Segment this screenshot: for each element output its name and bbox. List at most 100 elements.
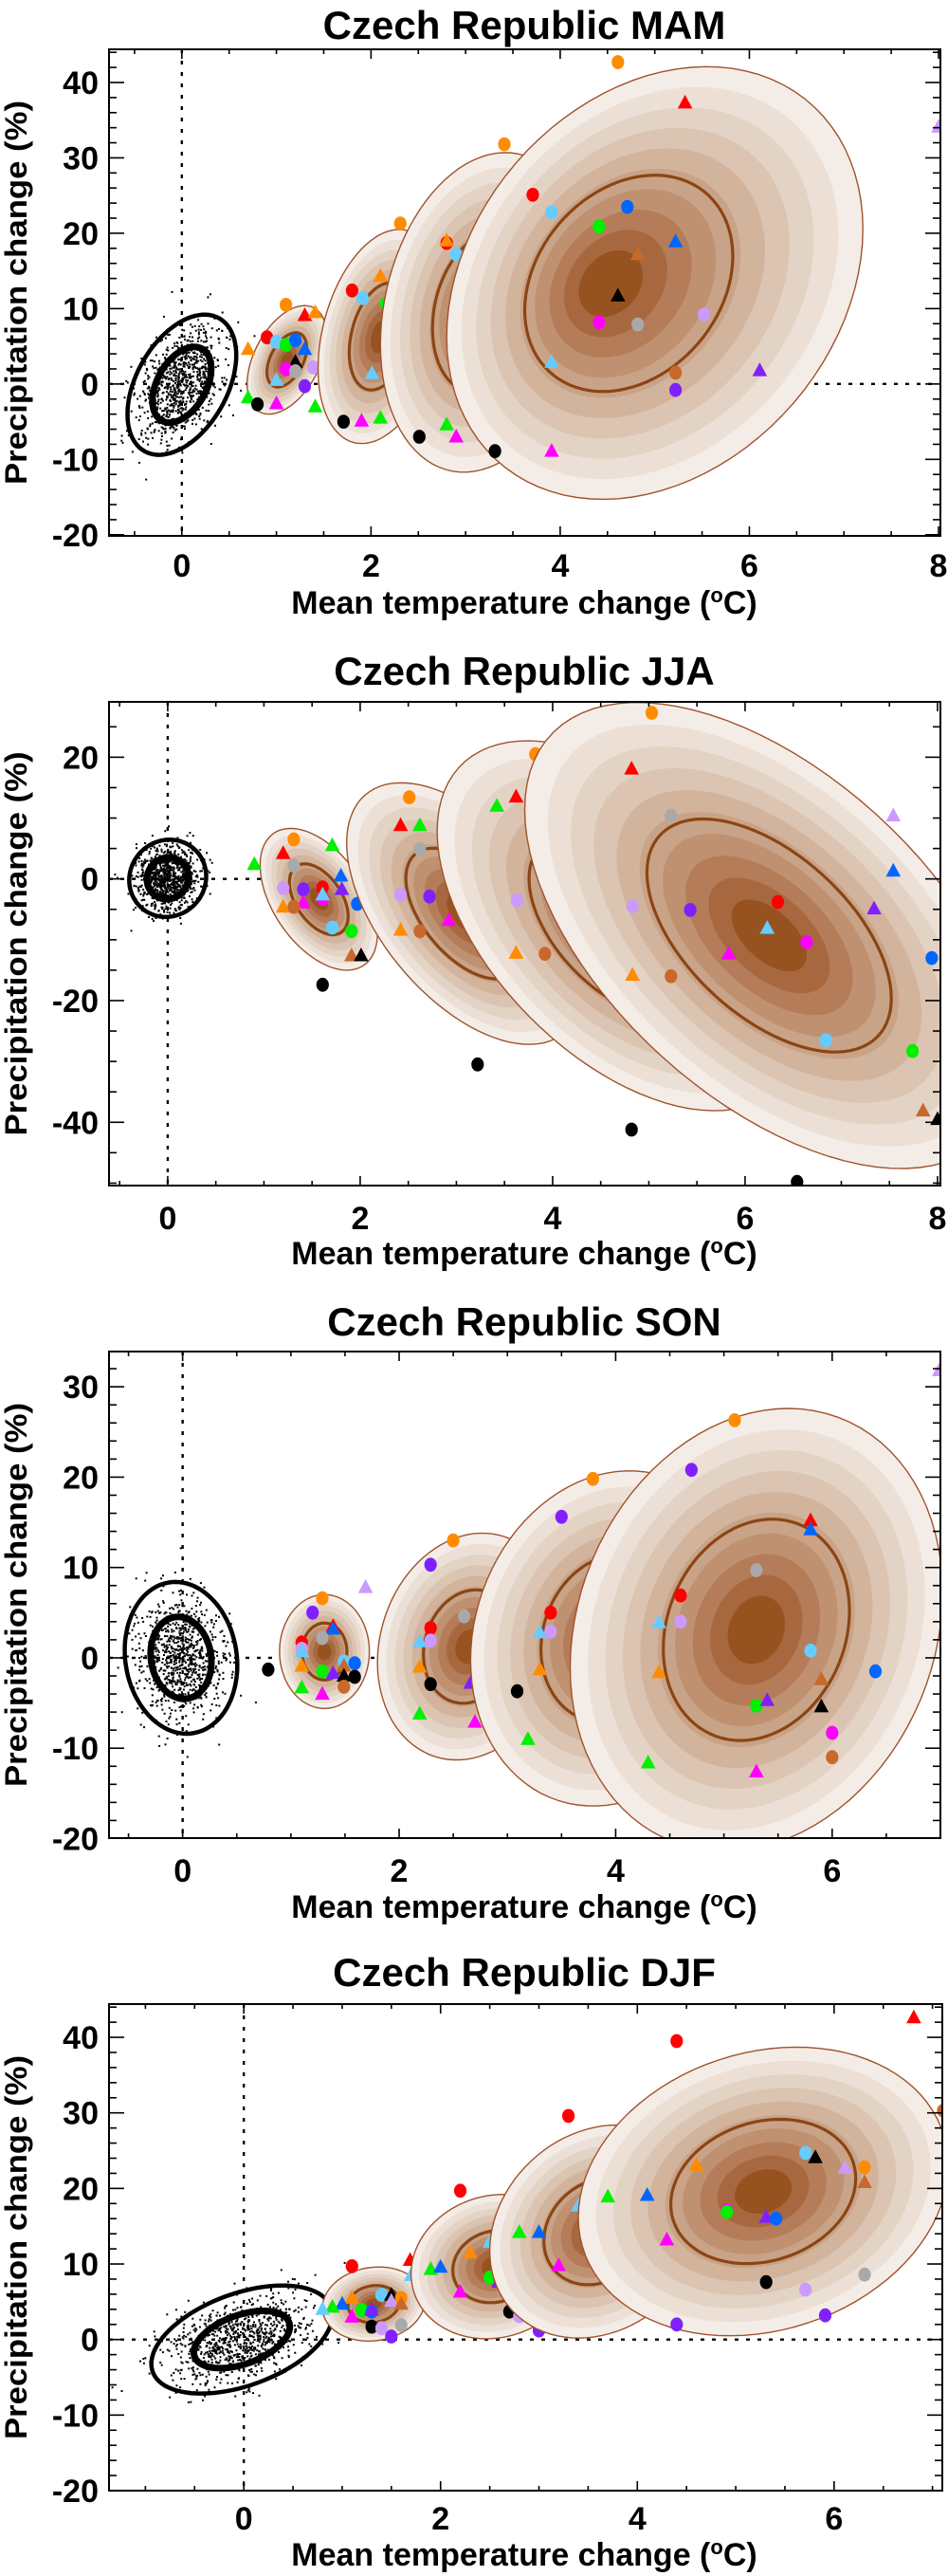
reference-sample-point: [215, 1686, 218, 1689]
reference-sample-point: [196, 1677, 199, 1680]
reference-sample-point: [224, 2341, 227, 2344]
reference-sample-point: [188, 389, 191, 392]
reference-sample-point: [178, 901, 181, 904]
reference-sample-point: [156, 1610, 159, 1612]
marker-brown-circle: [538, 947, 552, 961]
reference-sample-point: [160, 383, 163, 386]
reference-sample-point: [227, 2382, 229, 2384]
reference-sample-point: [157, 879, 160, 881]
reference-sample-point: [183, 336, 186, 339]
reference-sample-point: [249, 2352, 252, 2354]
reference-sample-point: [162, 872, 165, 874]
reference-sample-point: [151, 917, 154, 920]
reference-sample-point: [254, 2364, 257, 2367]
reference-sample-point: [197, 396, 200, 398]
reference-sample-point: [138, 885, 141, 888]
y-tick-label: 20: [63, 1460, 99, 1496]
reference-sample-point: [159, 861, 162, 864]
reference-sample-point: [174, 2309, 177, 2311]
reference-sample-point: [179, 1688, 182, 1691]
marker-orange-circle: [393, 216, 407, 231]
reference-sample-point: [211, 2346, 214, 2349]
reference-sample-point: [219, 1630, 222, 1633]
reference-sample-point: [235, 2349, 238, 2352]
reference-sample-point: [173, 861, 176, 864]
marker-lilac-circle: [306, 360, 320, 375]
marker-red-circle: [526, 188, 539, 202]
reference-sample-point: [200, 428, 203, 431]
reference-sample-point: [153, 877, 155, 880]
marker-black-circle: [510, 1684, 524, 1699]
reference-sample-point: [283, 2328, 285, 2330]
reference-sample-point: [224, 2311, 227, 2314]
reference-sample-point: [243, 2328, 246, 2330]
y-tick-label: 0: [81, 1641, 99, 1677]
marker-purple-triangle: [759, 1692, 775, 1706]
reference-sample-point: [189, 388, 191, 391]
reference-sample-point: [161, 339, 163, 341]
reference-sample-point: [182, 1621, 185, 1624]
reference-sample-point: [171, 891, 173, 893]
density-band: [578, 249, 644, 318]
reference-sample-point: [267, 2317, 270, 2320]
reference-sample-point: [155, 402, 158, 404]
reference-sample-point: [169, 851, 171, 854]
reference-sample-point: [164, 337, 167, 340]
reference-sample-point: [185, 354, 188, 357]
reference-sample-point: [155, 1650, 157, 1653]
reference-sample-point: [337, 2342, 340, 2345]
reference-sample-point: [265, 2335, 268, 2338]
reference-sample-point: [165, 1644, 168, 1647]
reference-sample-point: [153, 431, 155, 433]
reference-sample-point: [120, 439, 123, 442]
panel-jja: Czech Republic JJA Precipitation change …: [0, 649, 946, 1272]
reference-sample-point: [130, 365, 133, 368]
marker-orange-triangle: [532, 1661, 548, 1676]
reference-sample-point: [168, 1717, 171, 1720]
reference-sample-point: [156, 1658, 159, 1661]
reference-sample-point: [275, 2316, 278, 2319]
reference-sample-point: [177, 1610, 180, 1613]
x-axis-title: Mean temperature change (oC): [291, 1887, 757, 1925]
reference-sample-point: [161, 434, 163, 437]
reference-sample-point: [200, 1697, 203, 1700]
reference-sample-point: [178, 368, 181, 371]
reference-sample-point: [173, 361, 175, 364]
reference-sample-point: [175, 885, 178, 888]
reference-sample-point: [183, 329, 186, 332]
reference-sample-point: [120, 434, 123, 437]
reference-sample-point: [191, 1636, 193, 1639]
reference-sample-point: [188, 861, 191, 864]
marker-blue-circle: [289, 333, 302, 348]
reference-sample-point: [149, 1615, 152, 1618]
reference-sample-point: [159, 1611, 162, 1614]
reference-sample-point: [179, 1693, 182, 1696]
reference-sample-point: [184, 1640, 187, 1643]
reference-sample-point: [175, 341, 178, 343]
reference-sample-point: [165, 1720, 168, 1723]
reference-sample-point: [180, 341, 183, 344]
reference-sample-point: [166, 870, 169, 873]
reference-sample-point: [177, 412, 179, 414]
reference-sample-point: [172, 2379, 174, 2382]
marker-black-triangle: [808, 2149, 823, 2163]
y-axis-title: Precipitation change (%): [0, 2055, 33, 2439]
x-tick-label: 0: [173, 1853, 191, 1889]
marker-orange-triangle: [508, 945, 524, 959]
reference-sample-point: [247, 2375, 250, 2377]
reference-sample-point: [146, 903, 149, 906]
reference-sample-point: [199, 1604, 202, 1607]
reference-sample-point: [181, 370, 184, 373]
marker-magenta-triangle: [268, 396, 284, 410]
reference-sample-point: [168, 1637, 171, 1639]
reference-sample-point: [190, 1684, 192, 1687]
marker-green-triangle: [520, 1731, 536, 1745]
x-tick-label: 4: [543, 1201, 561, 1237]
reference-sample-point: [202, 1713, 205, 1716]
reference-sample-point: [140, 859, 143, 862]
reference-sample-point: [168, 377, 171, 380]
reference-sample-point: [193, 417, 196, 420]
reference-sample-point: [251, 2297, 254, 2300]
reference-sample-point: [175, 1718, 178, 1720]
reference-sample-point: [166, 1657, 169, 1660]
